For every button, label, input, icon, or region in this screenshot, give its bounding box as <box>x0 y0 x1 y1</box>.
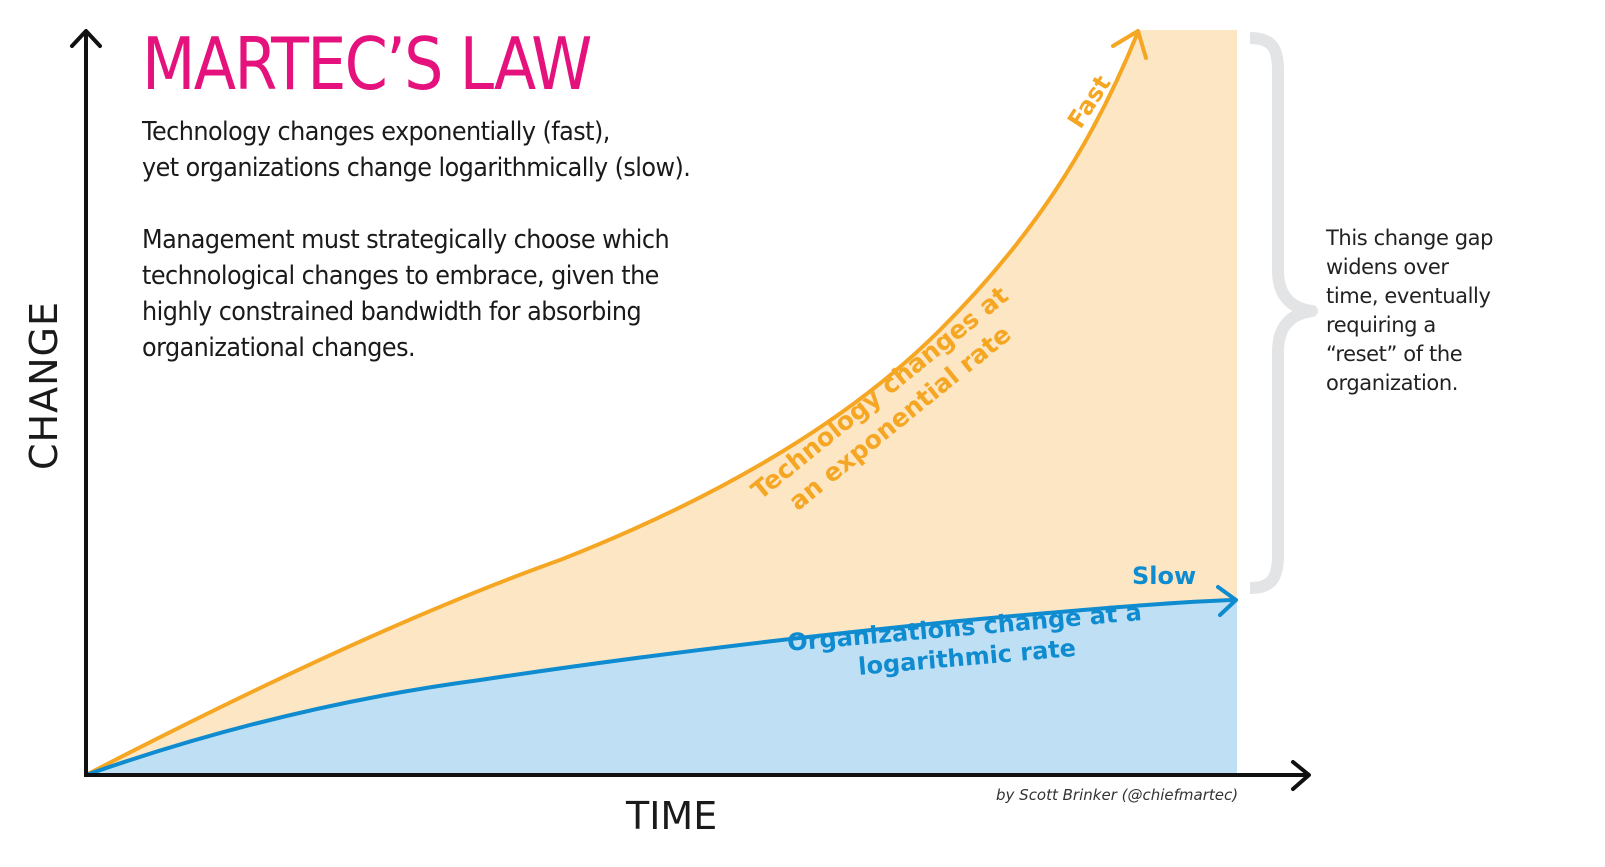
organizations-curve <box>84 598 1236 777</box>
intro-paragraph-2: Management must strategically choose whi… <box>142 222 670 366</box>
page-title: MARTEC’S LAW <box>142 22 592 106</box>
organizations-arrowhead-icon <box>1216 585 1238 617</box>
slow-label: Slow <box>1132 562 1197 590</box>
gap-note-line: “reset” of the <box>1326 342 1463 366</box>
gap-note-line: widens over <box>1326 255 1449 279</box>
x-axis-label: TIME <box>626 794 718 838</box>
gap-note-line: organization. <box>1326 371 1459 395</box>
organizations-area-fill <box>86 600 1237 775</box>
gap-brace-icon <box>1249 32 1318 594</box>
intro-line: Technology changes exponentially (fast), <box>142 117 610 147</box>
x-axis-arrowhead-icon <box>1291 760 1311 791</box>
y-axis-label: CHANGE <box>22 301 66 470</box>
gap-note: This change gap widens over time, eventu… <box>1326 224 1493 398</box>
technology-arrowhead-icon <box>1111 29 1148 60</box>
intro-line: yet organizations change logarithmically… <box>142 153 691 183</box>
author-credit: by Scott Brinker (@chiefmartec) <box>996 786 1239 804</box>
intro-line: Management must strategically choose whi… <box>142 225 670 255</box>
gap-note-line: time, eventually <box>1326 284 1491 308</box>
technology-area-fill <box>86 30 1237 775</box>
gap-note-line: requiring a <box>1326 313 1436 337</box>
intro-line: technological changes to embrace, given … <box>142 261 659 291</box>
technology-curve <box>84 30 1140 777</box>
y-axis-arrowhead-icon <box>70 29 102 48</box>
intro-line: organizational changes. <box>142 333 416 363</box>
intro-line: highly constrained bandwidth for absorbi… <box>142 297 642 327</box>
intro-paragraph-1: Technology changes exponentially (fast),… <box>142 114 691 186</box>
gap-note-line: This change gap <box>1326 226 1494 250</box>
